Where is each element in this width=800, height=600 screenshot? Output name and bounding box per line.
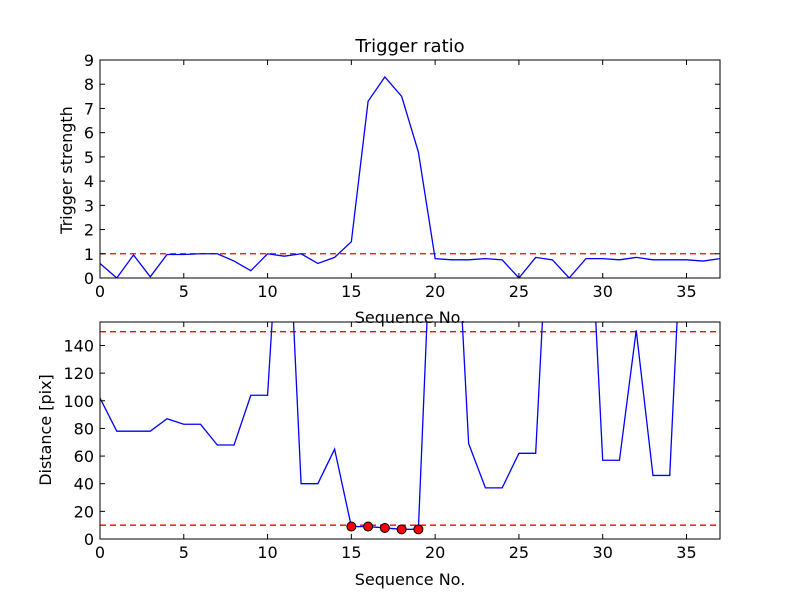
y-tick-label: 7 — [84, 99, 94, 118]
y-tick-label: 2 — [84, 221, 94, 240]
data-point-marker — [396, 524, 407, 535]
x-tick-label: 10 — [257, 543, 277, 562]
y-tick-label: 9 — [84, 51, 94, 70]
x-tick-label: 20 — [425, 543, 445, 562]
series-line — [100, 75, 720, 278]
y-axis-label: Distance [pix] — [36, 374, 55, 486]
y-axis-label: Trigger strength — [57, 106, 76, 235]
axes-frame — [99, 59, 721, 279]
data-point-marker — [413, 524, 424, 535]
y-tick-label: 100 — [63, 392, 94, 411]
y-tick-label: 80 — [74, 419, 94, 438]
x-tick-label: 25 — [509, 282, 529, 301]
x-tick-label: 35 — [676, 282, 696, 301]
y-tick-label: 0 — [84, 530, 94, 549]
y-tick-label: 5 — [84, 148, 94, 167]
y-tick-label: 1 — [84, 245, 94, 264]
data-point-marker — [346, 521, 357, 532]
y-tick-label: 8 — [84, 75, 94, 94]
x-tick-label: 30 — [593, 543, 613, 562]
x-tick-label: 15 — [341, 543, 361, 562]
y-tick-label: 140 — [63, 336, 94, 355]
distance-plot: Distance [pix] Sequence No. 0 5 10 15 20 25 30… — [36, 321, 721, 589]
x-tick-label: 10 — [257, 282, 277, 301]
data-point-marker — [363, 521, 374, 532]
axes-frame — [99, 321, 721, 540]
x-tick-label: 20 — [425, 282, 445, 301]
y-tick-label: 120 — [63, 364, 94, 383]
x-axis-label: Sequence No. — [355, 570, 466, 589]
chart-title: Trigger ratio — [354, 36, 464, 57]
data-point-marker — [379, 522, 390, 533]
y-tick-label: 40 — [74, 475, 94, 494]
y-tick-label: 60 — [74, 447, 94, 466]
y-tick-label: 20 — [74, 502, 94, 521]
x-tick-label: 15 — [341, 282, 361, 301]
x-axis-label: Sequence No. — [355, 308, 466, 327]
x-tick-label: 5 — [179, 543, 189, 562]
y-tick-label: 4 — [84, 172, 94, 191]
x-tick-label: 0 — [95, 543, 105, 562]
x-tick-label: 0 — [95, 282, 105, 301]
series-line — [100, 322, 678, 530]
y-tick-label: 3 — [84, 196, 94, 215]
x-tick-label: 30 — [593, 282, 613, 301]
y-tick-label: 6 — [84, 124, 94, 143]
x-tick-label: 35 — [676, 543, 696, 562]
x-tick-label: 25 — [509, 543, 529, 562]
trigger-ratio-plot: Trigger ratio Trigger strength Sequence … — [57, 36, 721, 327]
y-tick-label: 0 — [84, 269, 94, 288]
x-tick-label: 5 — [179, 282, 189, 301]
